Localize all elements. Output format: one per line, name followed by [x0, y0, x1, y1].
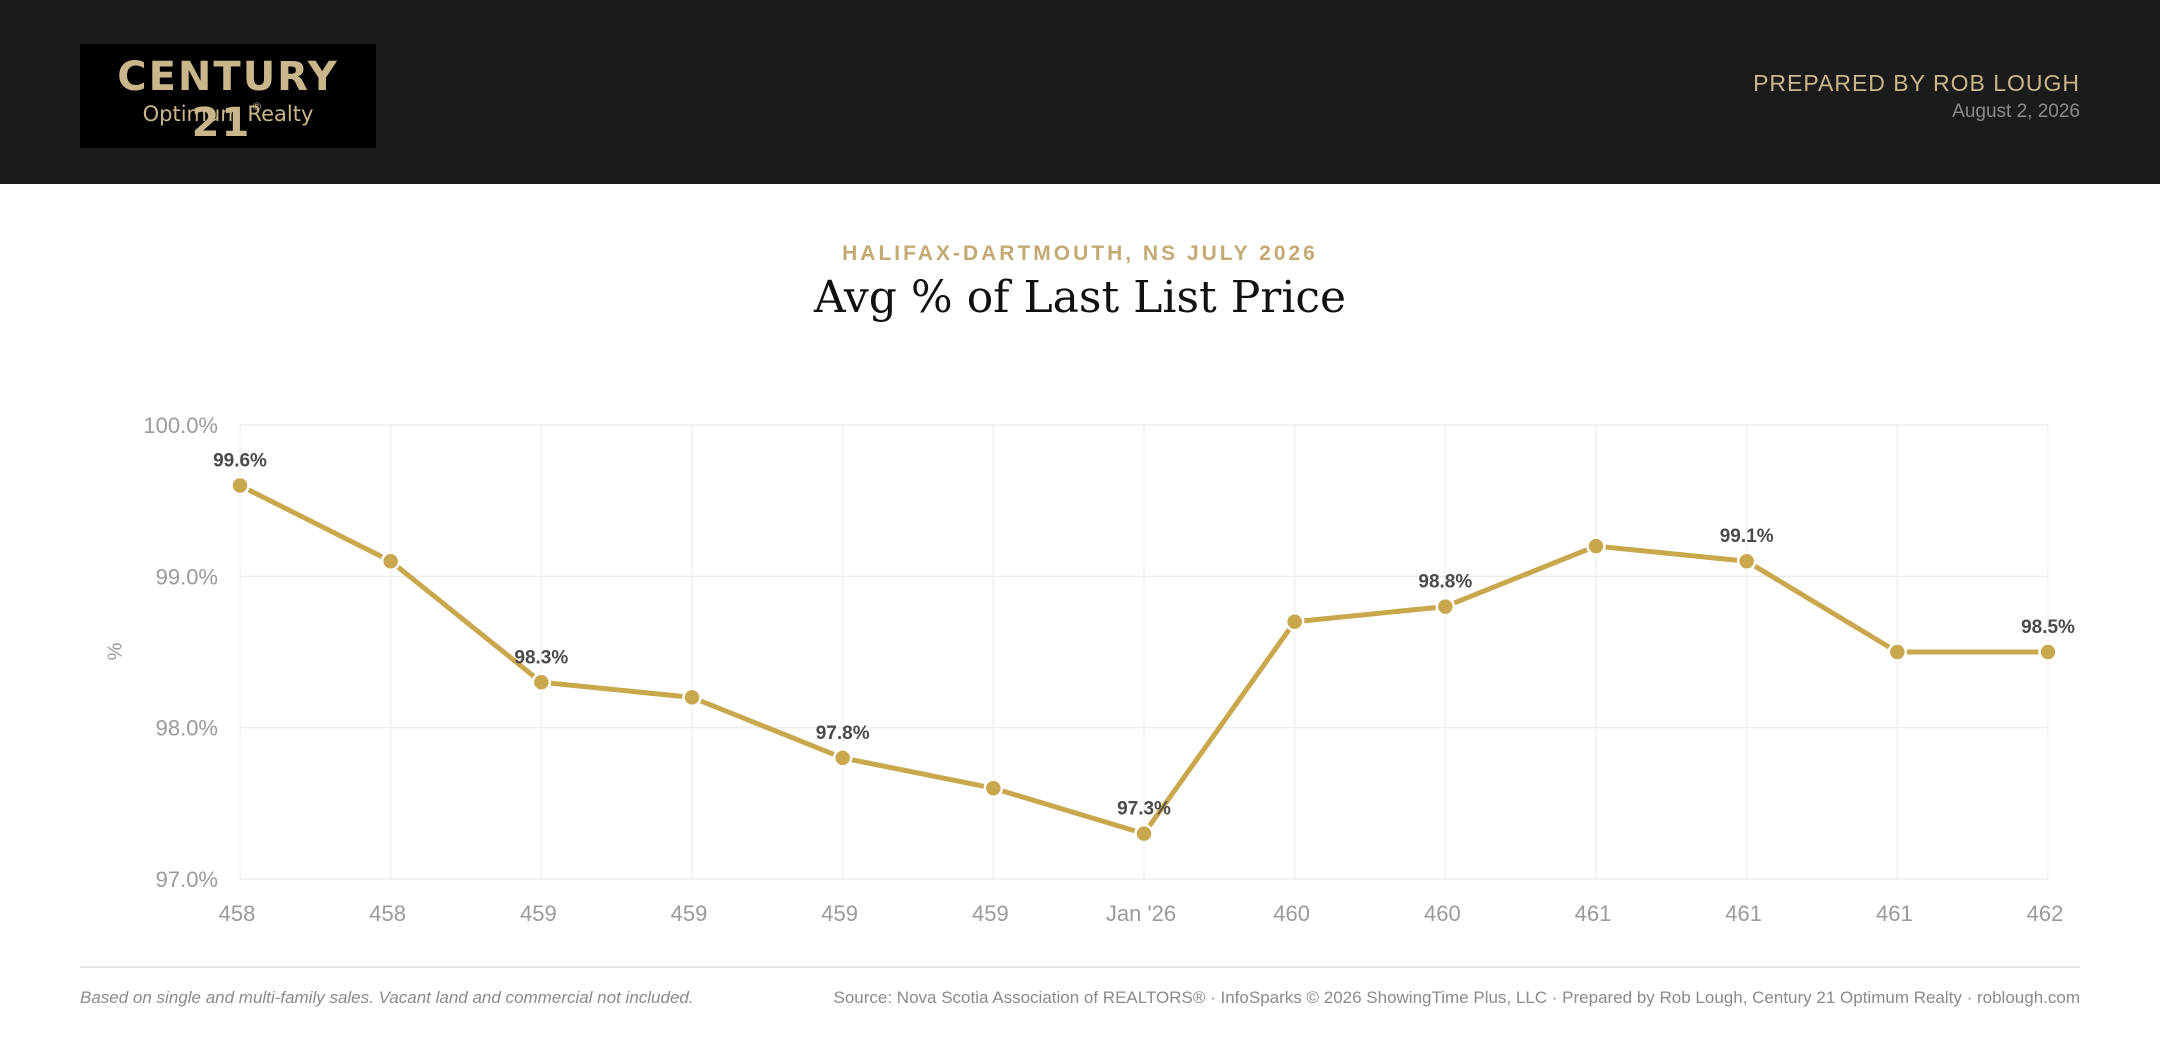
y-tick-label: 100.0% — [143, 413, 218, 438]
data-label: 98.8% — [1418, 572, 1472, 593]
report-header: CENTURY 21® Optimum Realty PREPARED BY R… — [0, 0, 2160, 184]
data-point — [832, 748, 853, 768]
chart-subtitle: HALIFAX-DARTMOUTH, NS JULY 2026 — [842, 242, 1318, 265]
x-tick-label: 459 — [520, 901, 557, 926]
x-tick-label: 459 — [972, 901, 1009, 926]
x-tick-label: 459 — [671, 901, 708, 926]
x-tick-label: 461 — [1876, 901, 1913, 926]
data-point — [230, 475, 250, 496]
data-point — [682, 687, 702, 708]
x-tick-label: 459 — [821, 901, 858, 926]
logo-subtitle: Optimum Realty — [142, 102, 314, 126]
x-tick-label: 461 — [1575, 901, 1612, 926]
y-axis: 97.0% 98.0% 99.0% 100.0% — [143, 413, 218, 892]
x-tick-label: 460 — [1424, 901, 1461, 926]
data-point — [2038, 642, 2058, 662]
data-label: 98.3% — [514, 647, 568, 668]
x-tick-label: 458 — [369, 901, 406, 926]
prepared-block: PREPARED BY ROB LOUGH August 2, 2026 — [1753, 70, 2080, 123]
chart-grid — [239, 424, 2049, 880]
data-point — [1736, 551, 1757, 571]
data-label: 99.1% — [1720, 526, 1774, 547]
data-label: 97.3% — [1117, 799, 1171, 820]
footer-divider — [80, 966, 2080, 968]
century21-logo: CENTURY 21® Optimum Realty — [80, 44, 376, 148]
x-tick-label: 461 — [1725, 901, 1762, 926]
x-tick-label: 458 — [219, 901, 256, 926]
logo-registered-mark: ® — [251, 100, 265, 113]
data-point — [1284, 611, 1305, 632]
data-point — [1887, 642, 1908, 662]
chart-title: Avg % of Last List Price — [813, 272, 1347, 323]
data-point — [1586, 536, 1606, 556]
prepared-by: PREPARED BY ROB LOUGH — [1753, 70, 2080, 96]
x-axis: 458 458 459 459 459 459 Jan '26 460 460 461 461 461… — [219, 901, 2064, 926]
y-tick-label: 97.0% — [156, 867, 218, 892]
x-tick-label: Jan '26 — [1106, 901, 1176, 926]
data-point — [1435, 596, 1456, 617]
x-tick-label: 462 — [2027, 901, 2064, 926]
data-label: 98.5% — [2021, 617, 2075, 638]
data-point — [531, 672, 552, 693]
footer-note: Based on single and multi-family sales. … — [80, 988, 694, 1007]
data-point — [1134, 823, 1154, 844]
x-tick-label: 460 — [1273, 901, 1310, 926]
line-chart: 97.0% 98.0% 99.0% 100.0% 458 458 459 459 459 459… — [143, 413, 2075, 926]
data-point — [380, 551, 401, 571]
y-tick-label: 99.0% — [156, 564, 218, 589]
data-label: 97.8% — [816, 723, 870, 744]
data-label: 99.6% — [213, 451, 267, 472]
data-points — [230, 475, 2058, 844]
data-labels: 99.6% 98.3% 97.8% 97.3% 98.8% 99.1% 98.5% — [213, 451, 2075, 820]
report-date: August 2, 2026 — [1952, 101, 2080, 122]
data-point — [983, 778, 1004, 798]
logo-brand: CENTURY 21® — [117, 54, 339, 146]
y-tick-label: 98.0% — [156, 716, 218, 741]
footer-source: Source: Nova Scotia Association of REALT… — [833, 988, 2081, 1007]
